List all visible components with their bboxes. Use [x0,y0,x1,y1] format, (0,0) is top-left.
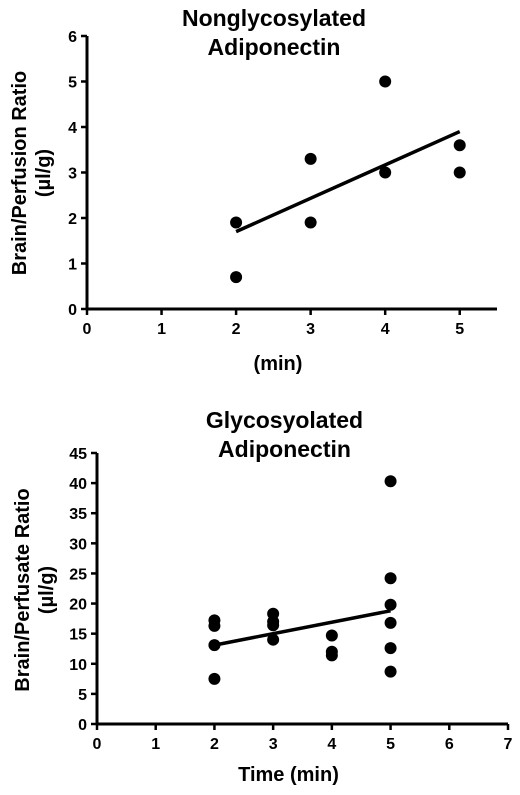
data-point [384,616,397,629]
x-tick-label: 6 [445,736,454,753]
data-point [453,166,466,179]
y-tick-label: 2 [68,211,77,228]
x-tick-label: 7 [504,736,513,753]
chart-title-line: Adiponectin [208,34,341,60]
data-point [230,216,243,229]
x-tick-label: 1 [151,736,160,753]
y-tick-label: 45 [69,446,87,463]
chart-title-line: Adiponectin [218,436,351,462]
y-axis-label-line: (µl/g) [33,149,55,197]
y-tick-label: 10 [69,657,87,674]
chart-title-line: Glycosyolated [206,407,363,433]
x-tick-label: 4 [327,736,336,753]
data-point [325,649,338,662]
x-tick-label: 3 [306,321,315,338]
regression-line [214,609,391,647]
x-tick-label: 4 [381,321,390,338]
data-point [453,139,466,152]
data-point [325,629,338,642]
regression-line [235,129,461,234]
x-tick-label: 0 [83,321,92,338]
x-tick-label: 2 [210,736,219,753]
y-axis-label-line: Brain/Perfusion Ratio [9,71,31,275]
data-point [304,216,317,229]
y-axis-label-line: Brain/Perfusate Ratio [12,488,34,691]
data-point [384,598,397,611]
data-point [384,642,397,655]
x-tick-label: 0 [93,736,102,753]
y-axis-label-line: (µl/g) [36,566,58,614]
y-tick-label: 40 [69,476,87,493]
y-tick-label: 1 [68,257,77,274]
x-tick-label: 3 [269,736,278,753]
y-tick-label: 5 [78,687,87,704]
data-point [379,166,392,179]
x-axis-label: (min) [254,353,303,375]
data-point [208,619,221,632]
data-point [304,152,317,165]
data-point [384,572,397,585]
y-tick-label: 30 [69,536,87,553]
data-point [379,75,392,88]
data-point [230,271,243,284]
x-tick-label: 1 [157,321,166,338]
data-point [208,639,221,652]
y-tick-label: 5 [68,75,77,92]
y-tick-label: 0 [78,717,87,734]
y-tick-label: 15 [69,627,87,644]
data-point [208,672,221,685]
y-tick-label: 25 [69,566,87,583]
y-tick-label: 20 [69,597,87,614]
y-tick-label: 6 [68,29,77,46]
x-tick-label: 5 [386,736,395,753]
data-point [267,619,280,632]
data-point [384,475,397,488]
y-tick-label: 4 [68,120,77,137]
chart-1: Nonglycosylated Adiponectin 0 1 2 3 4 5 0 1 2 3 4 5 6 (… [9,5,497,375]
data-point [267,633,280,646]
y-tick-label: 3 [68,166,77,183]
chart-title-line: Nonglycosylated [182,5,366,31]
x-axis-label: Time (min) [238,764,339,786]
x-tick-label: 5 [455,321,464,338]
data-point [384,665,397,678]
x-tick-label: 2 [232,321,241,338]
y-tick-label: 35 [69,506,87,523]
y-tick-label: 0 [68,302,77,319]
